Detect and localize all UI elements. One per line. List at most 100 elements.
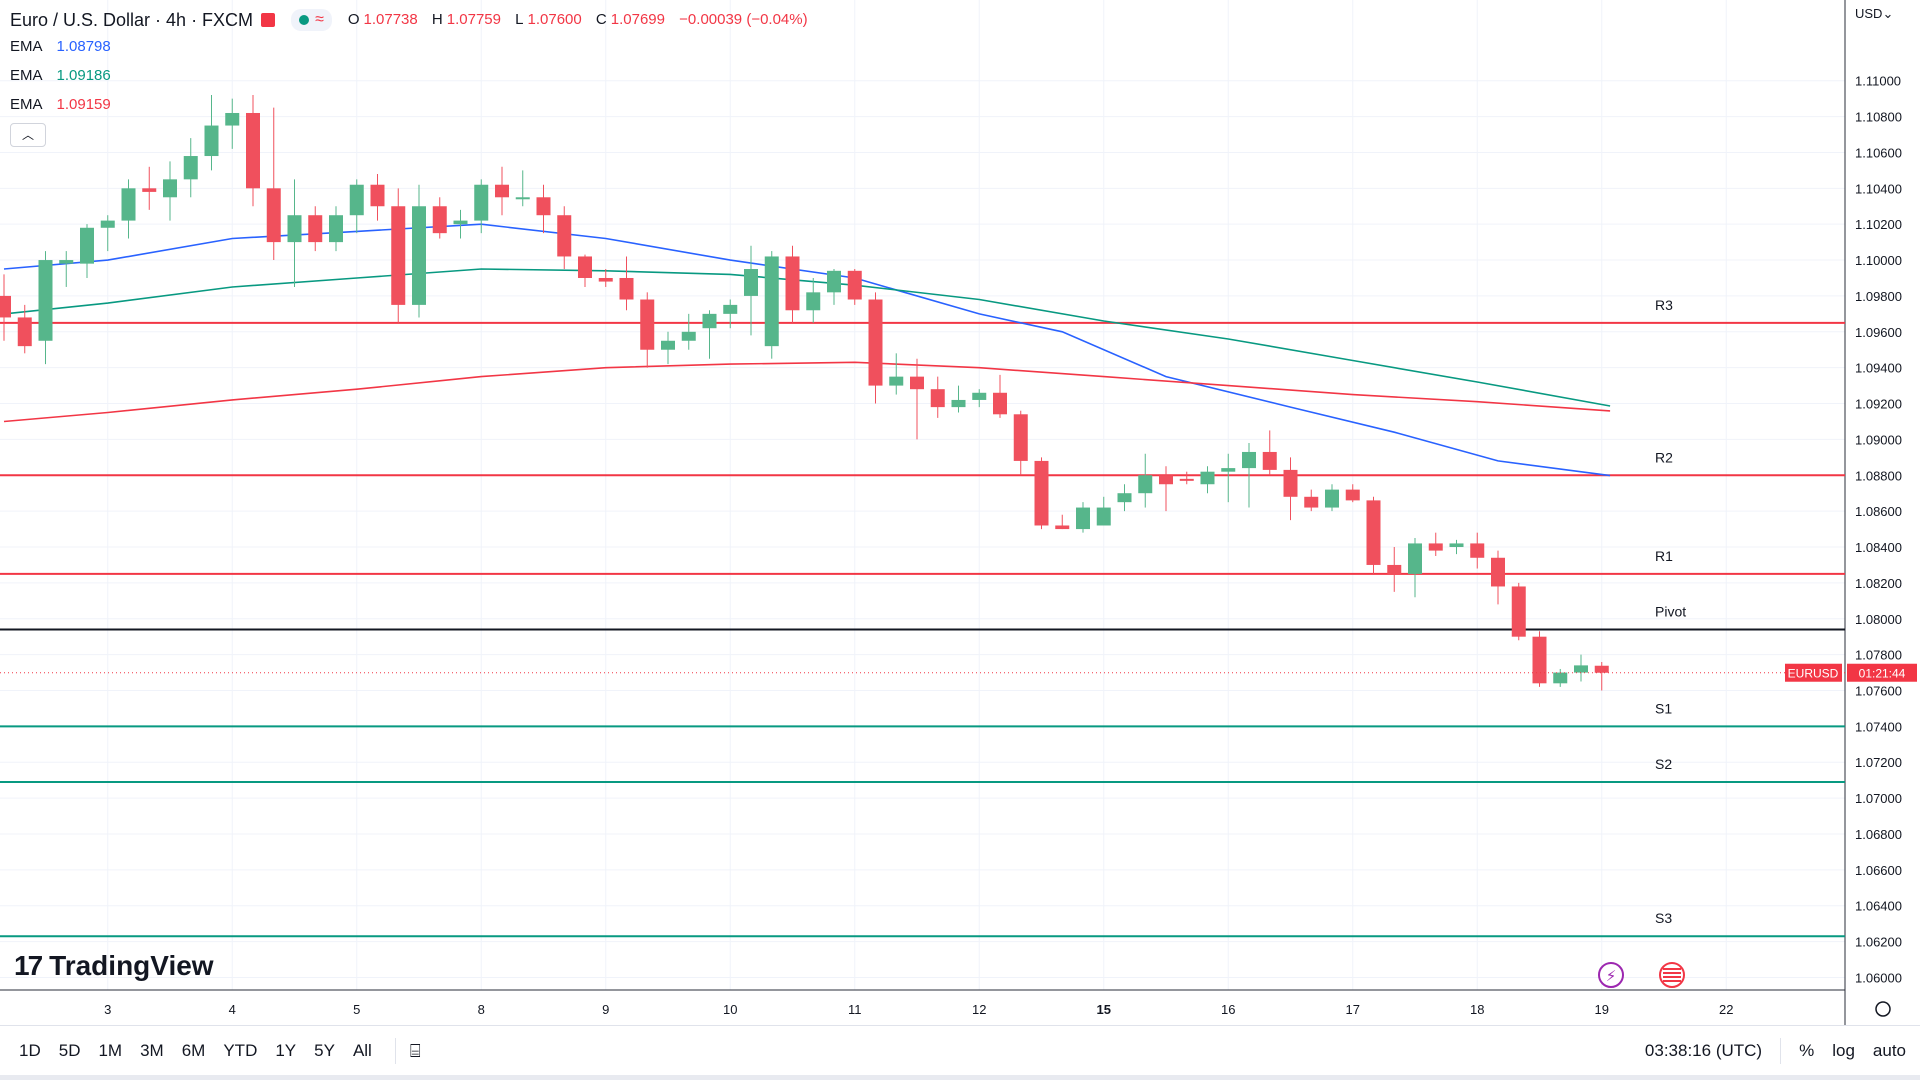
utc-clock[interactable]: 03:38:16 (UTC) (1644, 1041, 1763, 1060)
tradingview-logo[interactable]: 17 TradingView (14, 950, 214, 982)
candle-body[interactable] (1325, 489, 1339, 508)
candle-body[interactable] (0, 295, 11, 318)
candle-body[interactable] (1594, 665, 1609, 673)
candle-body[interactable] (287, 215, 302, 243)
candle-body[interactable] (930, 389, 945, 408)
candle-body[interactable] (764, 256, 779, 347)
candle-body[interactable] (847, 270, 862, 300)
auto-scale-toggle[interactable]: auto (1872, 1041, 1906, 1060)
candle-body[interactable] (453, 220, 468, 225)
us-flag-event-icon[interactable] (1659, 962, 1685, 988)
candle-body[interactable] (1574, 665, 1588, 673)
candle-body[interactable] (474, 184, 489, 221)
candle-body[interactable] (370, 184, 385, 207)
candle-body[interactable] (1387, 564, 1402, 574)
candle-body[interactable] (266, 188, 281, 243)
candle-body[interactable] (246, 112, 260, 189)
candle-body[interactable] (827, 270, 841, 293)
candle-body[interactable] (744, 269, 758, 296)
date-range-icon[interactable]: ⌸ (409, 1040, 421, 1061)
candle-body[interactable] (1491, 557, 1505, 587)
ema-row-green[interactable]: EMA 1.09186 (10, 61, 818, 90)
candle-body[interactable] (993, 392, 1007, 415)
lightning-event-icon[interactable] (1598, 962, 1624, 988)
settings-gear-icon[interactable] (1875, 1001, 1891, 1017)
candle-body[interactable] (349, 184, 364, 216)
candle-body[interactable] (121, 188, 136, 221)
candle-body[interactable] (59, 260, 74, 264)
log-scale-toggle[interactable]: log (1832, 1041, 1855, 1060)
timeframe-3m[interactable]: 3M (140, 1041, 164, 1060)
candle-body[interactable] (391, 206, 406, 305)
candle-body[interactable] (412, 206, 426, 305)
market-status-pill[interactable]: ≈ (291, 9, 332, 31)
percent-scale-toggle[interactable]: % (1799, 1041, 1815, 1060)
candle-body[interactable] (681, 331, 696, 341)
candle-body[interactable] (1449, 543, 1464, 548)
candle-body[interactable] (225, 112, 240, 126)
collapse-legend-button[interactable]: ︿ (10, 123, 46, 147)
symbol-title[interactable]: Euro / U.S. Dollar · 4h · FXCM (10, 10, 254, 30)
price-chart[interactable]: 1.11000 1.10800 1.10600 1.10400 1.10200 1.100… (0, 0, 1920, 1025)
candle-body[interactable] (619, 277, 634, 300)
candle-body[interactable] (806, 292, 821, 311)
candle-body[interactable] (80, 227, 94, 264)
candle-body[interactable] (1076, 507, 1090, 530)
candle-body[interactable] (142, 188, 157, 192)
timeframe-ytd[interactable]: YTD (223, 1041, 258, 1060)
candle-body[interactable] (557, 215, 572, 257)
candle-body[interactable] (515, 197, 530, 200)
candle-body[interactable] (889, 376, 904, 386)
candle-body[interactable] (204, 125, 219, 157)
candle-body[interactable] (1511, 586, 1526, 637)
candle-body[interactable] (536, 197, 551, 216)
candle-body[interactable] (972, 392, 987, 400)
candle-body[interactable] (1553, 672, 1568, 684)
candle-body[interactable] (1345, 489, 1360, 501)
candle-body[interactable] (100, 220, 115, 228)
candle-body[interactable] (1470, 543, 1485, 558)
timeframe-1m[interactable]: 1M (98, 1041, 123, 1060)
candle-body[interactable] (1013, 414, 1028, 461)
candle-body[interactable] (1532, 636, 1547, 684)
candle-body[interactable] (1034, 460, 1049, 526)
timeframe-1y[interactable]: 1Y (275, 1041, 297, 1060)
timeframe-5d[interactable]: 5D (58, 1041, 81, 1060)
timeframe-6m[interactable]: 6M (181, 1041, 206, 1060)
timeframe-5y[interactable]: 5Y (314, 1041, 335, 1060)
candle-body[interactable] (598, 277, 613, 282)
candle-body[interactable] (578, 256, 592, 278)
candle-body[interactable] (1283, 469, 1298, 497)
candle-body[interactable] (17, 317, 32, 347)
candle-body[interactable] (640, 299, 655, 350)
currency-menu[interactable]: USD⌄ (1855, 6, 1894, 21)
candle-body[interactable] (1055, 525, 1070, 530)
candle-body[interactable] (1221, 468, 1236, 472)
candle-body[interactable] (308, 215, 323, 243)
candle-body[interactable] (910, 376, 924, 390)
candle-body[interactable] (868, 299, 883, 386)
candle-body[interactable] (38, 260, 53, 341)
candle-body[interactable] (495, 184, 509, 198)
timeframe-all[interactable]: All (352, 1041, 372, 1060)
candle-body[interactable] (702, 313, 717, 329)
candle-body[interactable] (163, 179, 177, 198)
candle-body[interactable] (661, 340, 675, 350)
ema-row-red[interactable]: EMA 1.09159 (10, 90, 818, 119)
candle-body[interactable] (1304, 496, 1319, 508)
candle-body[interactable] (183, 156, 198, 180)
candle-body[interactable] (1200, 471, 1215, 485)
candle-body[interactable] (1159, 475, 1173, 485)
candle-body[interactable] (1408, 543, 1422, 574)
candle-body[interactable] (1117, 493, 1132, 503)
candle-body[interactable] (1242, 451, 1256, 469)
timeframe-1d[interactable]: 1D (19, 1041, 41, 1060)
candle-body[interactable] (1262, 451, 1277, 470)
candle-body[interactable] (951, 399, 966, 408)
candle-body[interactable] (1428, 543, 1443, 551)
candle-body[interactable] (329, 215, 343, 243)
candle-body[interactable] (1366, 500, 1381, 565)
candle-body[interactable] (723, 304, 738, 314)
candle-body[interactable] (1179, 478, 1194, 481)
candle-body[interactable] (1138, 475, 1153, 494)
